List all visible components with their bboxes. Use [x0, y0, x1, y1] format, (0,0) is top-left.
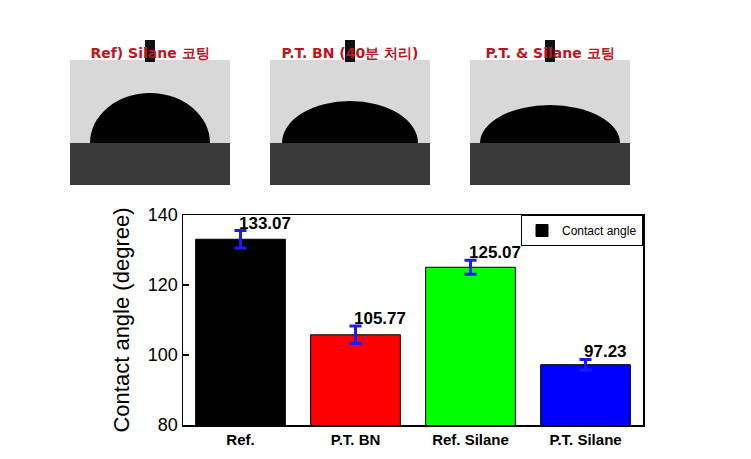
svg-text:P.T. BN (40분 처리): P.T. BN (40분 처리): [281, 45, 418, 61]
svg-text:97.23: 97.23: [584, 342, 627, 361]
svg-text:120: 120: [148, 275, 178, 295]
svg-text:100: 100: [148, 345, 178, 365]
svg-text:Ref) Silane 코팅: Ref) Silane 코팅: [90, 45, 209, 61]
svg-text:P.T. & Silane 코팅: P.T. & Silane 코팅: [485, 45, 614, 61]
svg-text:Ref.: Ref.: [226, 431, 254, 448]
svg-text:Contact angle: Contact angle: [562, 224, 636, 238]
svg-text:P.T. BN: P.T. BN: [331, 431, 381, 448]
svg-text:125.07: 125.07: [469, 243, 521, 262]
svg-text:Ref. Silane: Ref. Silane: [432, 431, 509, 448]
svg-text:80: 80: [158, 415, 178, 435]
svg-text:Contact angle (degree): Contact angle (degree): [109, 207, 134, 432]
svg-text:133.07: 133.07: [239, 214, 291, 233]
svg-text:140: 140: [148, 205, 178, 225]
svg-text:105.77: 105.77: [354, 309, 406, 328]
svg-text:P.T. Silane: P.T. Silane: [549, 431, 621, 448]
